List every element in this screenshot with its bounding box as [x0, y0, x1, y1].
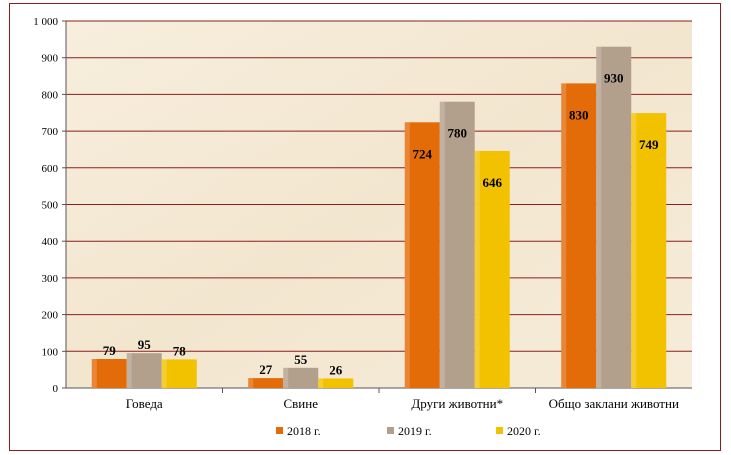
bar-highlight — [404, 122, 410, 389]
data-label: 830 — [569, 107, 589, 122]
bar — [631, 113, 667, 388]
data-label: 26 — [329, 362, 343, 377]
legend-swatch — [387, 427, 394, 434]
y-tick-label: 400 — [42, 236, 59, 248]
category-label: Други животни* — [411, 396, 503, 411]
y-tick-label: 900 — [42, 53, 59, 65]
legend-swatch — [276, 427, 283, 434]
bar — [404, 122, 440, 389]
data-label: 95 — [138, 337, 152, 352]
bar — [474, 150, 510, 388]
legend: 2018 г. 2019 г. 2020 г. — [276, 424, 541, 438]
data-label: 55 — [294, 352, 308, 367]
bar — [248, 378, 284, 388]
data-label: 646 — [483, 175, 503, 190]
bar — [91, 359, 127, 388]
bar-highlight — [474, 150, 480, 388]
data-label: 724 — [413, 146, 433, 161]
data-label: 930 — [604, 71, 624, 86]
bar — [596, 46, 632, 388]
data-label: 78 — [173, 343, 187, 358]
y-tick-label: 700 — [42, 126, 59, 138]
y-tick-label: 300 — [42, 273, 59, 285]
bar-highlight — [248, 378, 254, 388]
legend-label: 2019 г. — [398, 424, 432, 438]
data-label: 79 — [103, 343, 117, 358]
bar — [126, 353, 162, 388]
bar-highlight — [161, 359, 167, 388]
category-label: Общо заклани животни — [549, 396, 679, 411]
bar — [283, 367, 319, 388]
y-tick-label: 200 — [42, 310, 59, 322]
y-tick-label: 500 — [42, 200, 59, 212]
bar — [161, 359, 197, 388]
y-tick-label: 100 — [42, 346, 59, 358]
bar-highlight — [126, 353, 132, 388]
bar-highlight — [631, 113, 637, 388]
category-label: Свине — [284, 396, 319, 411]
bar-highlight — [283, 367, 289, 388]
legend-label: 2018 г. — [287, 424, 321, 438]
y-tick-label: 600 — [42, 163, 59, 175]
y-tick-label: 1 000 — [33, 16, 58, 28]
data-label: 749 — [639, 137, 659, 152]
y-tick-label: 800 — [42, 89, 59, 101]
bar-highlight — [318, 378, 324, 388]
bar-highlight — [91, 359, 97, 388]
bar-highlight — [439, 101, 445, 389]
bar-highlight — [596, 46, 602, 388]
bar-chart: 0 100 200 300 400 500 600 700 800 900 1 000 79 95 78… — [33, 16, 692, 438]
legend-swatch — [496, 427, 503, 434]
bar — [318, 378, 354, 388]
data-label: 780 — [448, 126, 468, 141]
bars — [91, 46, 667, 389]
chart-frame: 0 100 200 300 400 500 600 700 800 900 1 000 79 95 78… — [9, 3, 721, 451]
y-tick-label: 0 — [53, 383, 59, 395]
legend-label: 2020 г. — [507, 424, 541, 438]
category-labels: Говеда Свине Други животни* Общо заклани жи… — [126, 396, 679, 411]
bar-highlight — [561, 83, 567, 388]
data-labels: 79 95 78 27 55 26 724 780 646 830 930 749 — [103, 71, 659, 378]
bar — [561, 83, 597, 388]
data-label: 27 — [259, 362, 273, 377]
bar — [439, 101, 475, 389]
category-label: Говеда — [126, 396, 163, 411]
